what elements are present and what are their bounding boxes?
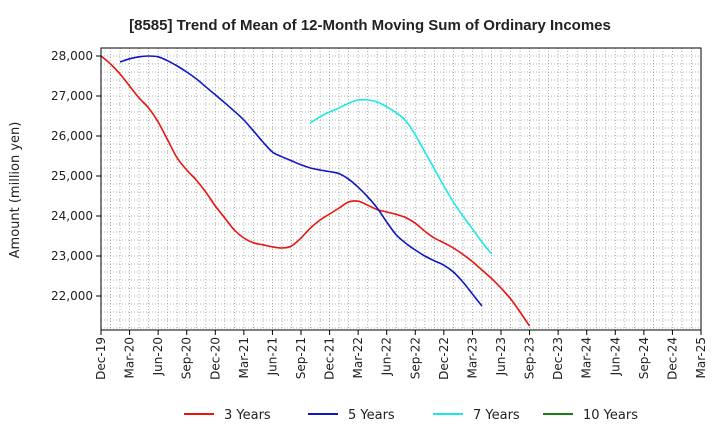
x-tick-label: Dec-21 [323,337,337,380]
y-tick-label: 25,000 [51,169,93,183]
series-group [100,55,531,327]
x-tick-label: Sep-20 [180,337,194,379]
x-tick-label: Jun-24 [608,337,622,376]
y-axis: 22,000 23,000 24,000 25,000 26,000 27,000 28,0… [51,49,101,303]
x-tick-label: Dec-19 [94,337,108,380]
grid [101,48,701,330]
x-tick-label: Mar-21 [237,337,251,378]
chart-title: [8585] Trend of Mean of 12-Month Moving … [129,17,611,34]
y-tick-label: 28,000 [51,49,93,63]
x-tick-label: Jun-22 [380,337,394,376]
legend-label-7-years: 7 Years [473,408,520,423]
x-tick-label: Mar-23 [465,337,479,378]
x-tick-label: Dec-20 [208,337,222,380]
x-tick-label: Mar-20 [123,337,137,378]
x-tick-label: Mar-22 [351,337,365,378]
x-tick-label: Dec-24 [665,337,679,380]
y-axis-label: Amount (million yen) [8,122,23,259]
x-tick-label: Mar-24 [580,337,594,378]
x-tick-label: Dec-22 [437,337,451,380]
legend-label-3-years: 3 Years [224,408,271,423]
series-line-3-years [100,55,531,327]
y-tick-label: 26,000 [51,129,93,143]
x-tick-label: Dec-23 [551,337,565,380]
y-tick-label: 24,000 [51,209,93,223]
series-line-7-years [310,98,493,255]
x-tick-label: Jun-20 [151,337,165,376]
x-tick-label: Sep-21 [294,337,308,379]
legend-label-10-years: 10 Years [583,408,638,423]
plot-frame [100,47,702,331]
x-tick-label: Sep-23 [523,337,537,379]
y-tick-label: 22,000 [51,289,93,303]
legend: 3 Years 5 Years 7 Years 10 Years [184,408,638,423]
x-tick-label: Jun-21 [265,337,279,376]
y-tick-label: 23,000 [51,249,93,263]
x-tick-label: Sep-22 [408,337,422,379]
series-line-5-years [119,55,483,307]
y-tick-label: 27,000 [51,89,93,103]
x-tick-label: Sep-24 [637,337,651,379]
x-tick-label: Mar-25 [694,337,708,378]
x-tick-label: Jun-23 [494,337,508,376]
x-axis: Dec-19 Mar-20 Jun-20 Sep-20 Dec-20 Mar-21 Jun-… [94,330,708,380]
legend-label-5-years: 5 Years [348,408,395,423]
